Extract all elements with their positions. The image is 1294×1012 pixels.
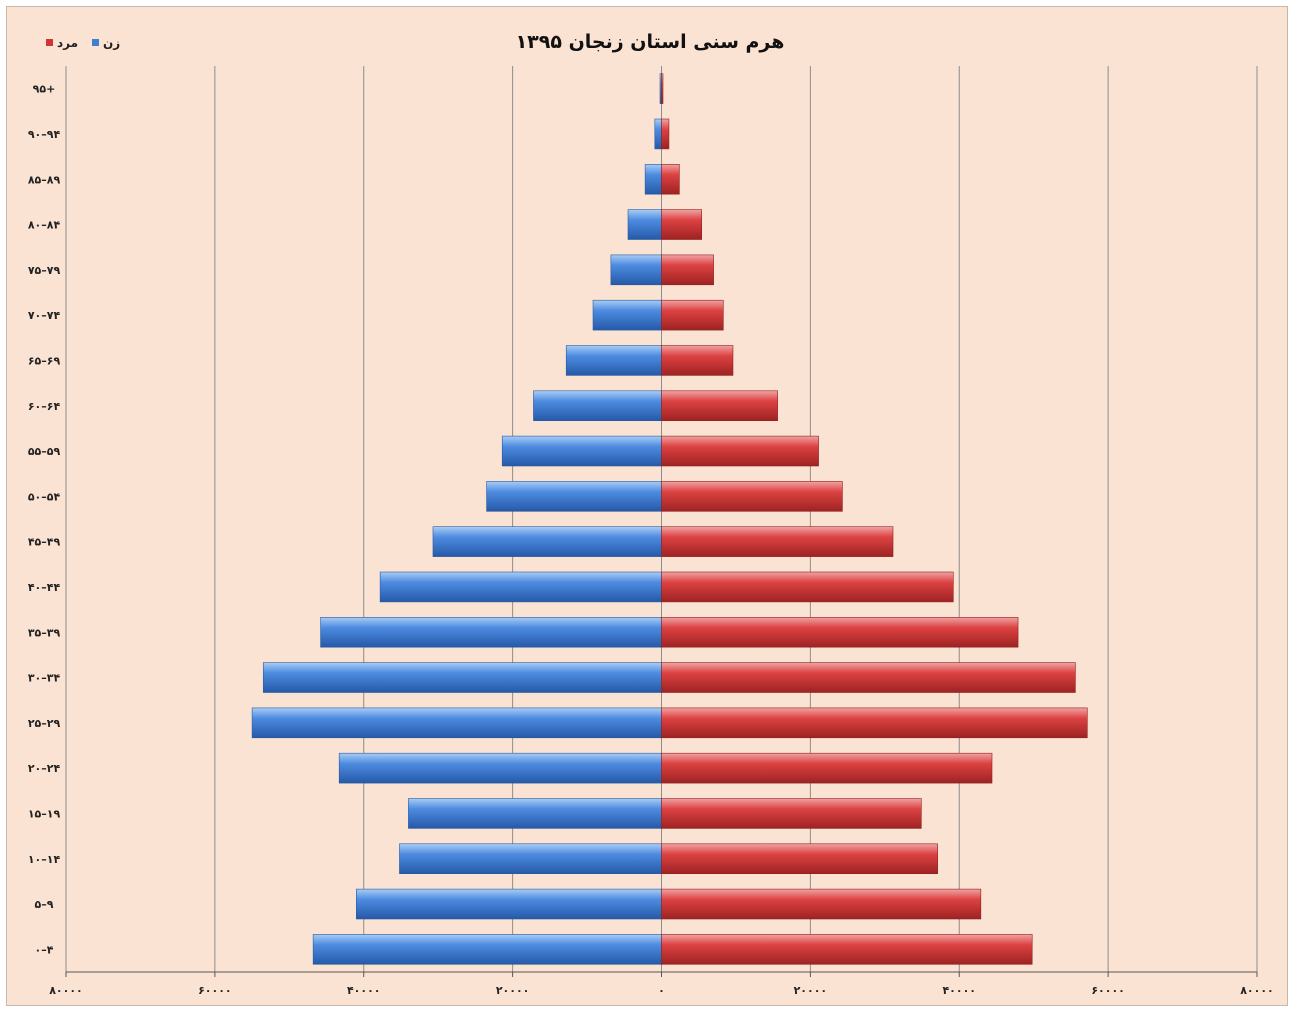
category-label: ۸۵–۸۹: [28, 173, 61, 186]
legend-swatch-men: [46, 39, 53, 46]
bar-men: [661, 526, 894, 557]
category-label: ۳۰–۳۴: [28, 672, 61, 685]
bar-men: [661, 798, 922, 829]
bar-men: [661, 707, 1088, 739]
category-label: ۹۰–۹۴: [28, 128, 61, 141]
x-tick-label: ۸۰۰۰۰: [49, 984, 83, 997]
labels-layer: ۰–۴ ۵–۹ ۱۰–۱۴ ۱۵–۱۹ ۲۰–۲۴ ۲۵–۲۹ ۳۰–۳۴ ۳۵–۳۹ ۴۰–۴…: [28, 83, 61, 957]
bar-women: [338, 752, 662, 784]
legend: مرد زن: [46, 36, 120, 50]
x-tick-label: ۶۰۰۰۰: [1091, 984, 1125, 997]
category-label: ۰–۴: [35, 943, 54, 956]
category-label: ۵۵–۵۹: [28, 445, 61, 458]
bars-layer: [251, 73, 1088, 965]
x-tick-label: ۴۰۰۰۰: [942, 984, 976, 997]
x-tick-label: ۰: [658, 984, 665, 997]
bar-women: [627, 209, 662, 240]
category-label: ۱۰–۱۴: [28, 853, 61, 866]
bar-women: [486, 481, 662, 512]
bar-women: [644, 164, 662, 195]
category-label: ۷۵–۷۹: [28, 264, 61, 277]
bar-men: [661, 209, 702, 240]
bar-men: [661, 843, 938, 874]
category-label: ۸۰–۸۴: [28, 219, 61, 232]
bar-men: [661, 345, 734, 376]
bar-women: [399, 843, 662, 874]
legend-swatch-women: [92, 39, 99, 46]
category-label: ۵۰–۵۴: [28, 490, 61, 503]
x-tick-label: ۶۰۰۰۰: [198, 984, 232, 997]
bar-women: [379, 571, 662, 603]
bar-women: [320, 617, 662, 648]
bar-men: [661, 390, 778, 421]
category-label: ۲۰–۲۴: [28, 762, 61, 775]
bar-men: [661, 662, 1076, 693]
category-label: ۲۵–۲۹: [28, 717, 61, 730]
category-label: ۶۰–۶۴: [28, 400, 61, 413]
bar-women: [356, 888, 662, 920]
category-label: ۱۵–۱۹: [28, 807, 61, 820]
grid-layer: ۸۰۰۰۰ ۶۰۰۰۰ ۴۰۰۰۰ ۲۰۰۰۰ ۰ ۲۰۰۰۰ ۴۰۰۰۰ ۶۰۰۰۰ ۸۰۰۰…: [49, 66, 1274, 997]
bar-men: [661, 73, 664, 104]
category-label: ۳۵–۳۹: [28, 626, 61, 639]
bar-women: [432, 526, 662, 557]
bar-men: [661, 888, 982, 920]
bar-women: [533, 390, 662, 421]
bar-women: [408, 798, 662, 829]
bar-women: [262, 662, 662, 693]
category-label: ۷۰–۷۴: [28, 309, 61, 322]
category-label: ۵–۹: [35, 898, 54, 911]
bar-men: [661, 752, 993, 784]
bar-women: [592, 299, 662, 331]
chart-title: هرم سنی استان زنجان ۱۳۹۵: [516, 31, 785, 53]
bar-men: [661, 934, 1033, 965]
bar-women: [312, 934, 662, 965]
bar-women: [565, 345, 662, 376]
category-label: ۴۰–۴۴: [28, 581, 61, 594]
x-tick-label: ۴۰۰۰۰: [347, 984, 381, 997]
bar-men: [661, 164, 680, 195]
bar-men: [661, 118, 670, 150]
x-tick-label: ۲۰۰۰۰: [496, 984, 530, 997]
x-tick-label: ۸۰۰۰۰: [1240, 984, 1274, 997]
bar-men: [661, 571, 954, 603]
category-label: ۹۵+: [33, 83, 56, 96]
bar-women: [610, 254, 662, 286]
bar-women: [501, 435, 662, 467]
category-label: ۴۵–۴۹: [28, 536, 61, 549]
bar-men: [661, 481, 843, 512]
bar-men: [661, 617, 1019, 648]
x-tick-label: ۲۰۰۰۰: [794, 984, 828, 997]
category-label: ۶۵–۶۹: [28, 354, 61, 367]
bar-men: [661, 435, 819, 467]
bar-women: [251, 707, 662, 739]
legend-label-men: مرد: [57, 36, 78, 50]
bar-men: [661, 254, 714, 286]
bar-women: [654, 118, 662, 150]
legend-label-women: زن: [103, 36, 120, 50]
bar-men: [661, 299, 724, 331]
